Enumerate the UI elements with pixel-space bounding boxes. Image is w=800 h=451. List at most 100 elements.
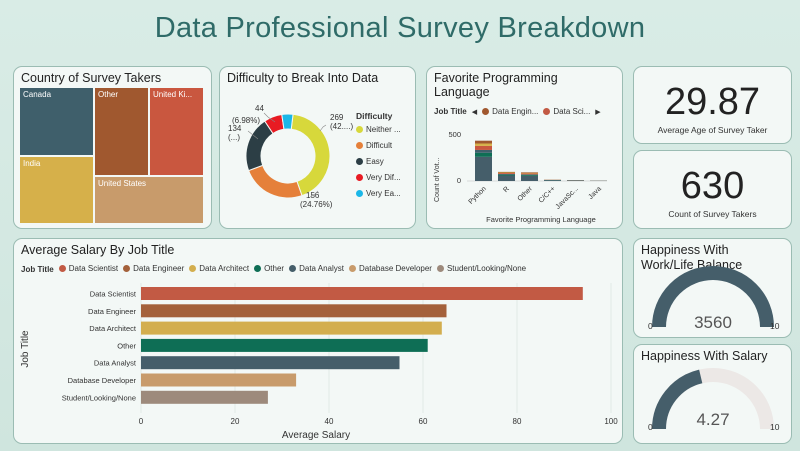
salary-happy-gauge-card: Happiness With Salary 4.27 0 10 — [633, 344, 792, 444]
age-value: 29.87 — [664, 81, 761, 123]
salary-gauge-min: 0 — [648, 422, 653, 432]
salary-legend-item[interactable]: Student/Looking/None — [436, 264, 526, 273]
donut-label-134b: (...) — [228, 133, 240, 142]
salary-legend-item[interactable]: Data Analyst — [289, 264, 344, 273]
legend-item-data-scientist[interactable]: Data Sci... — [543, 107, 590, 116]
legend-next-icon[interactable]: ▶ — [595, 108, 601, 116]
language-tick-label: R — [502, 185, 511, 194]
legend-label: Neither ... — [366, 125, 401, 134]
wlb-gauge-card: Happiness With Work/Life Balance 3560 0 … — [633, 238, 792, 338]
donut-label-134: 134 — [228, 124, 242, 133]
difficulty-legend-item[interactable]: Difficult — [356, 141, 392, 150]
difficulty-card[interactable]: Difficulty to Break Into Data 269 (42...… — [219, 66, 416, 229]
wlb-gauge-max: 10 — [770, 321, 780, 331]
salary-xtick: 60 — [419, 417, 428, 426]
salary-card[interactable]: Average Salary By Job Title Job Title Da… — [13, 238, 623, 444]
language-bar-segment[interactable] — [498, 172, 515, 174]
legend-label: Other — [264, 264, 285, 273]
language-bar-segment[interactable] — [475, 140, 492, 144]
difficulty-legend-item[interactable]: Very Dif... — [356, 173, 401, 182]
language-bar-segment[interactable] — [544, 180, 561, 181]
language-bar-segment[interactable] — [521, 175, 538, 181]
legend-prev-icon[interactable]: ◀ — [471, 108, 478, 116]
salary-legend-item[interactable]: Data Architect — [189, 264, 249, 273]
treemap-label: Other — [98, 90, 119, 99]
treemap-us[interactable]: United States — [94, 176, 204, 224]
language-bar-segment[interactable] — [475, 152, 492, 157]
salary-category-label: Data Scientist — [90, 290, 137, 299]
language-xlabel: Favorite Programming Language — [486, 215, 596, 224]
salary-bar[interactable] — [141, 390, 268, 404]
salary-legend-item[interactable]: Database Developer — [349, 264, 432, 273]
donut-label-269b: (42....) — [330, 122, 353, 131]
legend-label: Data Scientist — [68, 264, 119, 273]
salary-bar[interactable] — [141, 373, 297, 387]
legend-label: Easy — [366, 157, 384, 166]
treemap-india[interactable]: India — [19, 156, 94, 224]
legend-title: Job Title — [21, 264, 54, 274]
language-bar-segment[interactable] — [498, 175, 515, 181]
legend-label: Data Sci... — [553, 107, 591, 116]
donut-slice[interactable] — [281, 113, 294, 130]
salary-legend-item[interactable]: Other — [254, 264, 284, 273]
language-legend: Job Title ◀ Data Engin... Data Sci... ▶ — [434, 107, 601, 116]
salary-happy-title: Happiness With Salary — [641, 349, 768, 363]
language-bar-segment[interactable] — [475, 143, 492, 146]
count-label: Count of Survey Takers — [668, 209, 757, 219]
treemap-canada[interactable]: Canada — [19, 87, 94, 156]
count-value: 630 — [680, 165, 745, 207]
donut-slice[interactable] — [245, 120, 274, 172]
age-label: Average Age of Survey Taker — [657, 125, 768, 135]
salary-category-label: Other — [117, 341, 136, 350]
difficulty-legend-item[interactable]: Neither ... — [356, 125, 401, 134]
country-title: Country of Survey Takers — [21, 71, 162, 85]
count-kpi-card: 630 Count of Survey Takers — [633, 150, 792, 229]
salary-gauge-max: 10 — [770, 422, 780, 432]
legend-label: Database Developer — [359, 264, 432, 273]
wlb-gauge-value: 3560 — [694, 313, 732, 332]
donut-slice[interactable] — [247, 164, 303, 199]
salary-legend-item[interactable]: Data Scientist — [58, 264, 119, 273]
salary-bar[interactable] — [141, 338, 428, 352]
language-bar-segment[interactable] — [498, 174, 515, 176]
legend-label: Difficult — [366, 141, 393, 150]
difficulty-legend-item[interactable]: Easy — [356, 157, 384, 166]
salary-bar[interactable] — [141, 304, 447, 318]
language-bar-segment[interactable] — [521, 173, 538, 175]
legend-item-data-engineer[interactable]: Data Engin... — [482, 107, 538, 116]
legend-label: Data Engineer — [133, 264, 185, 273]
language-bar-segment[interactable] — [475, 156, 492, 181]
language-bar-segment[interactable] — [498, 173, 515, 174]
language-card[interactable]: Favorite Programming Language Job Title … — [426, 66, 623, 229]
salary-bar[interactable] — [141, 321, 442, 335]
language-bar-segment[interactable] — [498, 171, 515, 173]
salary-bar[interactable] — [141, 356, 400, 370]
legend-label: Data Architect — [199, 264, 250, 273]
language-chart: Count of Vot... 500 0 Python R Other C/C++J… — [434, 130, 607, 224]
language-tick-label: JavaSc... — [555, 185, 580, 210]
salary-category-label: Database Developer — [68, 376, 137, 385]
salary-bar[interactable] — [141, 287, 583, 300]
age-kpi-card: 29.87 Average Age of Survey Taker — [633, 66, 792, 144]
language-bar-segment[interactable] — [475, 149, 492, 153]
country-card[interactable]: Country of Survey Takers Canada Other Un… — [13, 66, 212, 229]
difficulty-legend-item[interactable]: Very Ea... — [356, 189, 401, 198]
language-bar-segment[interactable] — [521, 172, 538, 173]
language-bar-segment[interactable] — [521, 172, 538, 174]
salary-xtick: 0 — [139, 417, 144, 426]
language-tick-label: Java — [588, 185, 603, 200]
treemap-label: Canada — [23, 90, 52, 99]
language-bar-segment[interactable] — [475, 145, 492, 150]
treemap-other[interactable]: Other — [94, 87, 149, 176]
salary-title: Average Salary By Job Title — [21, 243, 175, 257]
language-bar-segment[interactable] — [567, 180, 584, 181]
salary-xlabel: Average Salary — [282, 430, 350, 441]
language-tick-label: Other — [517, 185, 535, 203]
salary-legend-item[interactable]: Data Engineer — [123, 264, 184, 273]
language-bar-segment[interactable] — [521, 174, 538, 175]
language-bar-segment[interactable] — [498, 173, 515, 175]
treemap-uk[interactable]: United Ki... — [149, 87, 204, 176]
wlb-gauge: 3560 0 10 — [648, 266, 780, 332]
ytick-0: 0 — [457, 176, 461, 185]
language-bar-segment[interactable] — [521, 174, 538, 176]
